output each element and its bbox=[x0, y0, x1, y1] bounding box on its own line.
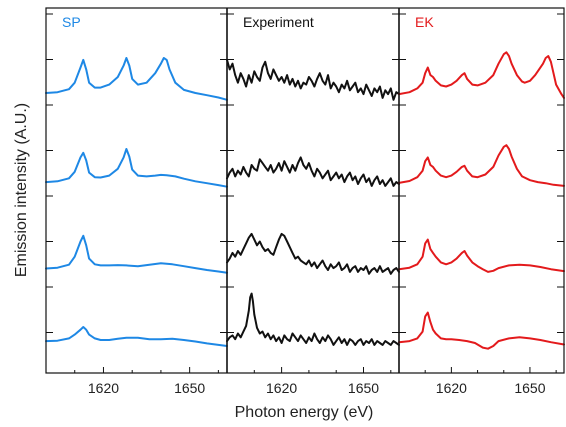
series-line-sp-1 bbox=[45, 57, 228, 101]
x-tick-label: 1650 bbox=[174, 380, 205, 396]
series-line-experiment-2 bbox=[226, 156, 400, 187]
series-line-sp-4 bbox=[45, 326, 228, 347]
series-line-experiment-1 bbox=[226, 58, 400, 101]
plot-frame bbox=[45, 7, 565, 374]
x-tick-label: 1650 bbox=[348, 380, 379, 396]
series-line-ek-2 bbox=[398, 144, 565, 187]
panel-label-ek: EK bbox=[415, 14, 434, 30]
panel-label-sp: SP bbox=[62, 14, 81, 30]
x-tick-label: 1650 bbox=[514, 380, 545, 396]
x-tick-label: 1620 bbox=[436, 380, 467, 396]
x-axis-title: Photon energy (eV) bbox=[235, 404, 374, 421]
series-line-sp-2 bbox=[45, 148, 228, 188]
y-axis-title: Emission intensity (A.U.) bbox=[13, 103, 30, 277]
panel-label-experiment: Experiment bbox=[243, 14, 314, 30]
series-line-sp-3 bbox=[45, 234, 228, 274]
series-line-ek-4 bbox=[398, 311, 565, 350]
series-line-experiment-4 bbox=[226, 292, 400, 346]
plot-layer bbox=[45, 51, 565, 350]
series-line-ek-1 bbox=[398, 51, 565, 99]
series-line-experiment-3 bbox=[226, 232, 400, 275]
series-line-ek-3 bbox=[398, 238, 565, 273]
x-tick-label: 1620 bbox=[266, 380, 297, 396]
frame-layer: SP 1620 1650 Experiment 1620 1650 EK 1620 1650 bbox=[45, 7, 565, 396]
x-tick-label: 1620 bbox=[88, 380, 119, 396]
